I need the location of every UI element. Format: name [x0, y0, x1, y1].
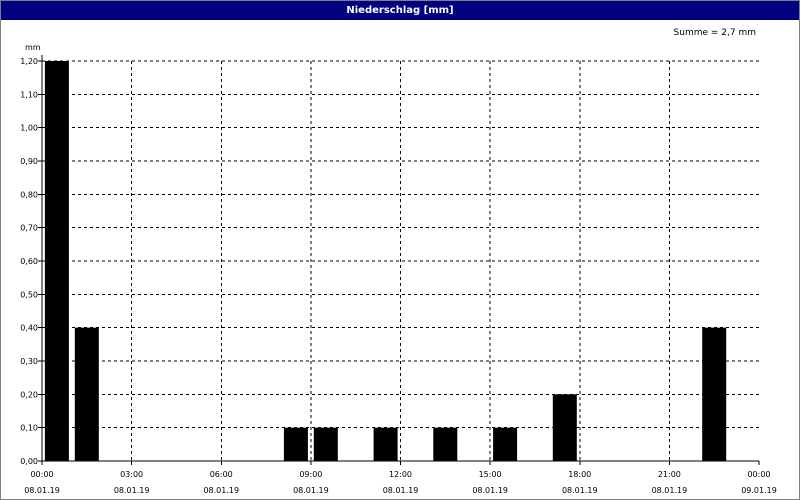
- bar: [313, 427, 338, 461]
- x-tick-time: 00:00: [30, 470, 53, 479]
- y-tick-label: 0,00: [20, 457, 38, 466]
- bar: [433, 427, 458, 461]
- bar-series: [44, 61, 727, 461]
- y-tick-label: 1,10: [20, 90, 38, 99]
- y-tick-label: 0,10: [20, 424, 38, 433]
- y-tick-label: 1,20: [20, 57, 38, 66]
- precipitation-chart: 0,00 0,10 0,20 0,30 0,40 0,50 0,60 0,70 0,80 0,90…: [20, 28, 777, 495]
- x-tick-time: 06:00: [210, 470, 233, 479]
- y-tick-label: 0,40: [20, 324, 38, 333]
- y-tick-label: 0,30: [20, 357, 38, 366]
- window-title: Niederschlag [mm]: [1, 1, 799, 20]
- x-tick-time: 03:00: [120, 470, 143, 479]
- x-tick-time: 09:00: [299, 470, 322, 479]
- bar: [373, 427, 398, 461]
- y-tick-label: 1,00: [20, 124, 38, 133]
- x-tick-date: 08.01.19: [114, 486, 150, 495]
- y-axis-unit: mm: [25, 43, 41, 52]
- y-tick-label: 0,70: [20, 224, 38, 233]
- x-tick-date: 08.01.19: [652, 486, 688, 495]
- grid-lines: [42, 60, 759, 461]
- bar: [283, 427, 308, 461]
- x-tick-date: 09.01.19: [741, 486, 777, 495]
- x-tick-time: 12:00: [389, 470, 412, 479]
- x-tick-time: 18:00: [568, 470, 591, 479]
- bar: [74, 327, 99, 461]
- x-tick-date: 08.01.19: [472, 486, 508, 495]
- bar: [552, 394, 577, 461]
- y-tick-label: 0,20: [20, 390, 38, 399]
- bar: [493, 427, 518, 461]
- x-tick-time: 15:00: [479, 470, 502, 479]
- sum-annotation: Summe = 2,7 mm: [674, 28, 756, 38]
- x-tick-date: 08.01.19: [203, 486, 239, 495]
- y-tick-label: 0,50: [20, 290, 38, 299]
- x-tick-date: 08.01.19: [562, 486, 598, 495]
- y-tick-label: 0,80: [20, 190, 38, 199]
- x-tick-date: 08.01.19: [383, 486, 419, 495]
- x-tick-date: 08.01.19: [24, 486, 60, 495]
- y-tick-label: 0,90: [20, 157, 38, 166]
- y-tick-label: 0,60: [20, 257, 38, 266]
- axes: [38, 55, 760, 465]
- x-tick-time: 00:00: [747, 470, 770, 479]
- bar: [702, 327, 727, 461]
- tick-labels: 0,00 0,10 0,20 0,30 0,40 0,50 0,60 0,70 0,80 0,90…: [20, 28, 777, 495]
- x-tick-time: 21:00: [658, 470, 681, 479]
- bar: [44, 61, 69, 461]
- x-tick-date: 08.01.19: [293, 486, 329, 495]
